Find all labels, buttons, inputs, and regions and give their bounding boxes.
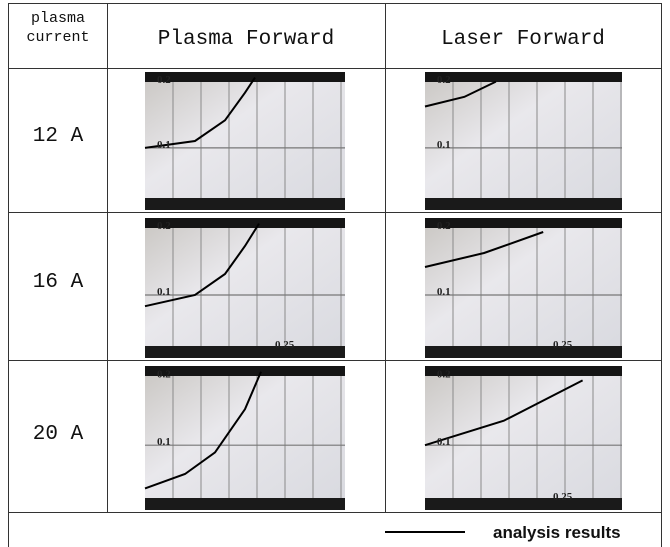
photo-axis-label: 0.2 <box>437 74 451 86</box>
photo-top-band <box>425 72 622 82</box>
figure: plasma current Plasma Forward Laser Forw… <box>0 0 670 547</box>
photo-top-band <box>145 218 345 228</box>
row-label: 20 A <box>33 423 84 446</box>
photo-bottom-band <box>145 198 345 210</box>
corner-label: plasma <box>31 10 85 27</box>
photo-axis-label: 0.2 <box>437 220 451 232</box>
photo: 0.2 0.1 0.25 <box>425 366 622 510</box>
row-label: 12 A <box>33 125 84 148</box>
photo-background <box>145 218 345 358</box>
legend-label: analysis results <box>493 523 621 542</box>
photo-axis-label: 0.1 <box>157 436 171 448</box>
photo-bottom-band <box>145 346 345 358</box>
photo-axis-label: 0.1 <box>437 139 451 151</box>
photo-axis-label: 0.1 <box>437 436 451 448</box>
photo-axis-label: 0.25 <box>275 339 295 351</box>
photo-axis-label: 0.1 <box>157 139 171 151</box>
photo-axis-label: 0.1 <box>157 286 171 298</box>
photo-background <box>425 366 622 510</box>
photo-axis-label: 0.2 <box>157 369 171 381</box>
photo-bottom-band <box>425 198 622 210</box>
photo-background <box>145 366 345 510</box>
photo-top-band <box>145 366 345 376</box>
photo-top-band <box>145 72 345 82</box>
photo-axis-label: 0.1 <box>437 286 451 298</box>
column-header: Laser Forward <box>441 28 605 51</box>
photo-bottom-band <box>425 498 622 510</box>
photo: 0.2 0.1 <box>145 72 345 210</box>
photo-bottom-band <box>145 498 345 510</box>
photo-axis-label: 0.25 <box>553 339 573 351</box>
photo-bottom-band <box>425 346 622 358</box>
photo-top-band <box>425 366 622 376</box>
photo: 0.2 0.1 0.25 <box>145 218 345 358</box>
photo-axis-label: 0.2 <box>157 74 171 86</box>
row-label: 16 A <box>33 271 84 294</box>
photo-top-band <box>425 218 622 228</box>
photo: 0.2 0.1 0.25 <box>425 218 622 358</box>
photo-axis-label: 0.2 <box>437 369 451 381</box>
photo-axis-label: 0.2 <box>157 220 171 232</box>
column-header: Plasma Forward <box>158 28 334 51</box>
corner-label: current <box>26 29 89 46</box>
photo-background <box>425 72 622 210</box>
photo-axis-label: 0.25 <box>553 491 573 503</box>
photo: 0.2 0.1 <box>145 366 345 510</box>
photo: 0.2 0.1 <box>425 72 622 210</box>
